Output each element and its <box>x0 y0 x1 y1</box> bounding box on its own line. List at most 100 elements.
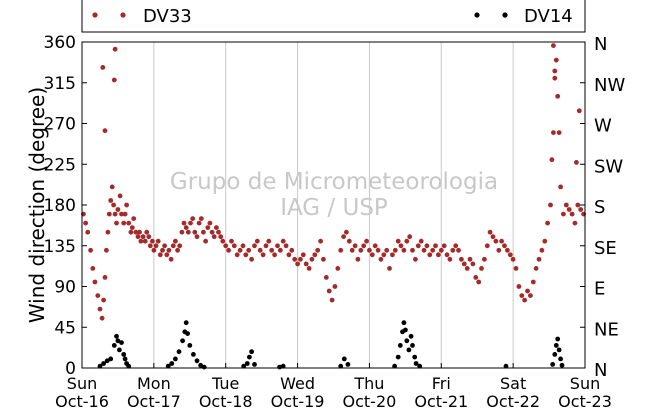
data-point <box>412 354 418 360</box>
data-point <box>421 247 427 253</box>
data-point <box>372 243 378 249</box>
data-point <box>106 211 112 217</box>
data-point <box>231 243 237 249</box>
data-point <box>177 243 183 249</box>
data-point <box>201 229 206 235</box>
data-point <box>552 352 558 357</box>
data-point <box>244 361 250 366</box>
data-point <box>162 243 168 249</box>
data-point <box>170 243 176 249</box>
data-point <box>505 247 510 253</box>
data-point <box>112 46 118 52</box>
data-point <box>147 243 153 249</box>
data-point <box>277 247 283 253</box>
data-point <box>390 252 395 258</box>
data-point <box>247 354 252 360</box>
data-point <box>484 243 490 249</box>
data-point <box>275 243 280 249</box>
legend-dv14-marker <box>474 12 480 18</box>
x-tick-day-label: Mon <box>137 374 171 393</box>
data-point <box>83 220 88 226</box>
data-point <box>467 256 473 262</box>
data-point <box>246 247 252 253</box>
y-tick-label: 135 <box>44 237 76 257</box>
data-point <box>415 243 421 249</box>
data-point <box>367 247 372 253</box>
data-point <box>401 247 407 253</box>
data-point <box>403 327 408 333</box>
data-point <box>85 229 91 235</box>
data-point <box>218 234 224 240</box>
data-point <box>438 247 444 253</box>
data-point <box>286 252 292 258</box>
data-point <box>192 229 198 235</box>
data-point <box>459 256 464 262</box>
data-point <box>346 238 352 244</box>
data-point <box>496 247 502 253</box>
data-point <box>551 130 556 136</box>
data-point <box>461 261 467 267</box>
data-point <box>121 352 127 357</box>
data-point <box>131 216 137 222</box>
data-point <box>226 247 232 253</box>
data-point <box>111 343 117 348</box>
data-point <box>115 338 121 344</box>
data-point <box>574 160 579 165</box>
data-point <box>536 256 542 262</box>
data-point <box>510 256 516 262</box>
data-point <box>578 207 584 212</box>
data-point <box>111 77 117 83</box>
data-point <box>188 220 193 226</box>
y-tick-label: 45 <box>54 318 76 338</box>
data-point <box>114 333 119 339</box>
data-point <box>101 297 106 303</box>
data-point <box>243 252 249 258</box>
data-point <box>552 68 558 74</box>
data-point <box>176 349 182 355</box>
data-point <box>249 349 255 355</box>
data-point <box>97 306 103 312</box>
data-point <box>550 362 556 367</box>
data-point <box>575 202 581 208</box>
watermark-line-2: IAG / USP <box>280 195 388 221</box>
data-point <box>187 343 193 348</box>
right-tick-label: N <box>594 360 607 381</box>
data-point <box>375 247 381 253</box>
data-point <box>525 288 530 294</box>
data-point <box>241 363 247 369</box>
data-point <box>344 229 349 235</box>
legend-dv14-marker <box>502 12 508 18</box>
data-point <box>153 243 159 249</box>
data-point <box>444 252 450 258</box>
data-point <box>223 243 229 249</box>
data-point <box>493 238 499 244</box>
legend-dv33-marker <box>120 12 126 18</box>
data-point <box>410 247 415 253</box>
data-point <box>133 229 139 235</box>
data-point <box>397 343 403 348</box>
data-point <box>341 356 347 362</box>
data-point <box>211 234 217 240</box>
data-point <box>117 347 122 353</box>
legend-dv33-marker <box>92 12 98 18</box>
data-point <box>424 243 430 249</box>
data-point <box>252 243 257 249</box>
data-point <box>349 247 355 253</box>
data-point <box>345 362 351 367</box>
data-point <box>92 279 98 285</box>
data-point <box>108 356 114 362</box>
data-point <box>283 243 289 249</box>
data-point <box>323 275 329 280</box>
data-point <box>183 320 189 326</box>
data-point <box>269 247 275 253</box>
data-point <box>542 238 548 244</box>
legend-dv33-label: DV33 <box>143 6 192 27</box>
data-point <box>464 266 470 271</box>
x-tick-date-label: Oct-18 <box>199 392 253 409</box>
data-point <box>115 207 121 212</box>
data-point <box>88 247 93 253</box>
data-point <box>165 363 171 369</box>
data-point <box>569 211 575 217</box>
data-point <box>433 243 438 249</box>
right-tick-label: NW <box>594 75 625 96</box>
